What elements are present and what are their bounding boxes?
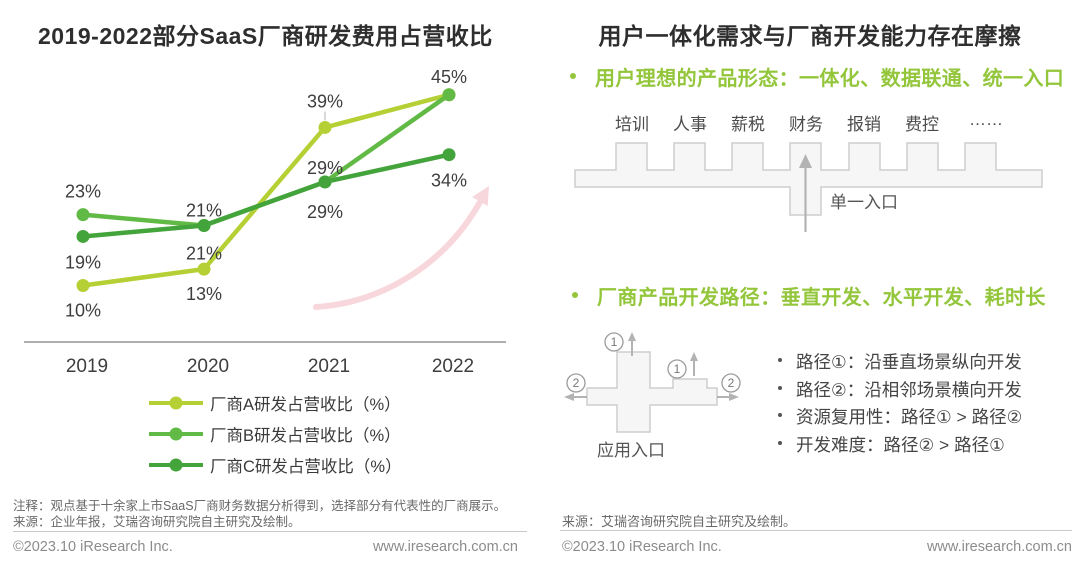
growth-trend-arrow-icon [313, 186, 489, 310]
right-panel-title: 用户一体化需求与厂商开发能力存在摩擦 [598, 23, 1022, 49]
legend-marker-icon [149, 427, 203, 441]
data-label: 21% [186, 201, 222, 221]
path-note-text: 路径②：沿相邻场景横向开发 [796, 379, 1022, 400]
path2-right-arrow-icon [717, 393, 739, 401]
left-notes: 注释：观点基于十余家上市SaaS厂商财务数据分析得到，选择部分有代表性的厂商展示… [13, 499, 506, 530]
legend-label: 厂商B研发占营收比（%） [210, 427, 401, 445]
data-label: 23% [65, 182, 101, 202]
module-label: 薪税 [731, 115, 765, 134]
right-footer-divider [560, 530, 1072, 531]
path-note-text: 开发难度：路径② > 路径① [796, 434, 1005, 455]
module-label: …… [969, 110, 1003, 129]
app-entry-label: 应用入口 [597, 441, 665, 460]
module-label: 人事 [673, 115, 707, 134]
right-footer-website: www.iresearch.com.cn [926, 539, 1072, 555]
path-note: 路径①：沿垂直场景纵向开发 [778, 349, 1022, 377]
svg-text:2: 2 [573, 376, 580, 390]
bullet2-heading: 厂商产品开发路径：垂直开发、水平开发、耗时长 [597, 287, 1046, 309]
module-label: 培训 [615, 115, 649, 134]
legend-label: 厂商C研发占营收比（%） [210, 458, 402, 476]
path-note-text: 路径①：沿垂直场景纵向开发 [796, 352, 1022, 372]
single-entry-arrow-icon [799, 154, 812, 232]
chart-legend: 厂商A研发占营收比（%） 厂商B研发占营收比（%） 厂商C研发占营收比（%） [149, 392, 402, 485]
x-axis-label: 2020 [187, 356, 229, 377]
integrated-platform-shape [574, 142, 1043, 216]
legend-item: 厂商A研发占营收比（%） [149, 392, 402, 414]
note-line: 注释：观点基于十余家上市SaaS厂商财务数据分析得到，选择部分有代表性的厂商展示… [13, 499, 507, 513]
data-point [197, 219, 211, 233]
module-label: 费控 [905, 115, 939, 134]
svg-text:1: 1 [674, 362, 681, 376]
series-line-2 [80, 92, 452, 228]
data-label: 19% [65, 252, 101, 272]
legend-label: 厂商A研发占营收比（%） [210, 396, 401, 414]
data-point [318, 175, 332, 189]
single-entry-label: 单一入口 [830, 193, 898, 212]
bullet-dot-icon [778, 440, 782, 445]
path2-left-arrow-icon [564, 393, 587, 401]
route1-badge-small: 1 [667, 359, 687, 379]
data-point [76, 229, 90, 243]
data-label: 45% [431, 67, 467, 87]
bullet1-dot-icon [570, 73, 576, 79]
x-axis-label: 2019 [66, 356, 108, 377]
source-line: 来源：企业年报，艾瑞咨询研究院自主研究及绘制。 [13, 514, 301, 529]
left-footer-website: www.iresearch.com.cn [372, 539, 518, 555]
legend-marker-icon [149, 458, 203, 472]
dev-path-diagram: 1 1 2 2 应用入口 [558, 330, 758, 465]
data-label: 39% [307, 91, 343, 111]
module-label: 报销 [847, 115, 881, 134]
right-source-line: 来源：艾瑞咨询研究院自主研究及绘制。 [562, 514, 797, 529]
bullet1-heading: 用户理想的产品形态：一体化、数据联通、统一入口 [595, 68, 1065, 90]
left-chart-title: 2019-2022部分SaaS厂商研发费用占营收比 [38, 23, 493, 49]
data-label: 34% [431, 171, 467, 191]
integrated-suite-diagram: 培训 人事 薪税 财务 报销 费控 …… 单一入口 [558, 108, 1058, 243]
comb-shape [574, 142, 1043, 232]
data-label: 29% [307, 158, 343, 178]
path-note-text: 资源复用性：路径① > 路径② [796, 407, 1023, 427]
route2-badge-right: 2 [721, 373, 741, 393]
route1-badge: 1 [604, 332, 624, 352]
dev-path-shape: 1 1 2 2 [564, 332, 741, 433]
path-note: 资源复用性：路径① > 路径② [778, 404, 1022, 432]
legend-marker-icon [149, 396, 203, 410]
app-entry-shape [586, 351, 718, 433]
series-line-3 [80, 152, 452, 239]
bullet2-dot-icon [572, 292, 578, 298]
data-label: 29% [307, 202, 343, 222]
left-footer-divider [13, 531, 527, 532]
path-note: 路径②：沿相邻场景横向开发 [778, 377, 1022, 405]
legend-item: 厂商C研发占营收比（%） [149, 454, 402, 476]
data-point [76, 279, 90, 292]
data-point [76, 208, 90, 222]
path-note: 开发难度：路径② > 路径① [778, 432, 1022, 460]
module-label: 财务 [789, 115, 823, 134]
svg-text:1: 1 [611, 335, 618, 349]
bullet-dot-icon [778, 358, 782, 362]
line-chart: 10% 13% 39% 45% 23% 21% 29% 19% 21% 29% 34% 2019 202… [24, 67, 506, 377]
right-footer-copyright: ©2023.10 iResearch Inc. [562, 539, 722, 555]
data-point [442, 148, 456, 162]
bullet-dot-icon [778, 413, 782, 417]
x-axis-label: 2021 [308, 356, 350, 377]
x-axis-label: 2022 [432, 356, 474, 377]
data-label: 21% [186, 244, 222, 264]
data-point [442, 88, 456, 102]
left-footer-copyright: ©2023.10 iResearch Inc. [13, 539, 173, 555]
path1-up-arrow-icon [628, 332, 636, 356]
bullet-dot-icon [778, 385, 782, 390]
svg-text:2: 2 [728, 376, 735, 390]
data-point [318, 120, 332, 134]
path1-up-arrow-small-icon [690, 352, 698, 376]
data-label: 13% [186, 284, 222, 304]
series-line-1 [80, 92, 452, 288]
data-label: 10% [65, 301, 101, 321]
legend-item: 厂商B研发占营收比（%） [149, 423, 402, 445]
path-notes-list: 路径①：沿垂直场景纵向开发 路径②：沿相邻场景横向开发 资源复用性：路径① > 路径… [778, 349, 1022, 459]
route2-badge-left: 2 [566, 373, 586, 393]
data-point [197, 262, 211, 276]
